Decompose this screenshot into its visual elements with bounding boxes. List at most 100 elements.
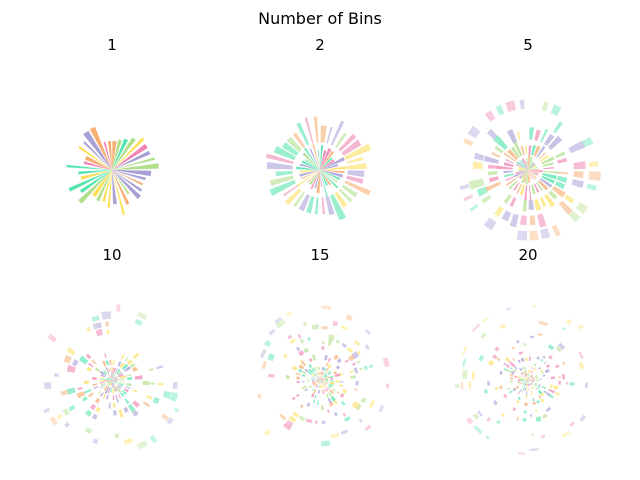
petal-bar xyxy=(354,388,358,391)
petal-bar xyxy=(319,385,320,389)
petal-bar xyxy=(112,137,145,170)
petal-bar xyxy=(330,380,334,382)
petal-bar xyxy=(318,375,320,380)
petal-bar xyxy=(539,378,542,380)
petal-bar xyxy=(320,380,322,385)
petal-bar xyxy=(102,393,107,399)
petal-bar xyxy=(341,184,358,198)
petal-bar xyxy=(525,160,528,170)
petal-bar xyxy=(327,371,332,375)
petal-bar xyxy=(336,391,340,394)
petal-bar xyxy=(468,178,485,190)
petal-bar xyxy=(136,440,148,450)
petal-bar xyxy=(99,392,104,397)
petal-bar xyxy=(523,382,527,386)
petal-bar xyxy=(524,372,527,377)
petal-bar xyxy=(320,385,322,389)
petal-bar xyxy=(127,359,133,365)
petal-bar xyxy=(321,420,326,424)
petal-bar xyxy=(516,416,519,422)
petal-bar xyxy=(549,384,553,389)
petal-bar xyxy=(102,370,107,375)
petal-bar xyxy=(529,374,533,378)
petal-bar xyxy=(527,383,528,387)
petal-bar xyxy=(318,377,320,380)
petal-bar xyxy=(92,383,98,387)
petal-bar xyxy=(551,224,561,237)
petal-bar xyxy=(314,384,318,388)
petal-bar xyxy=(544,194,556,208)
petal-bar xyxy=(325,362,329,367)
petal-bar xyxy=(483,388,488,394)
petal-bar xyxy=(555,364,560,369)
petal-bar xyxy=(323,373,327,377)
petal-bar xyxy=(540,434,546,439)
petal-bar xyxy=(308,385,313,389)
petal-bar xyxy=(91,413,98,420)
petal-bar xyxy=(108,376,112,380)
petal-bar xyxy=(310,393,315,398)
petal-bar xyxy=(122,363,129,370)
petal-bar xyxy=(353,339,361,347)
petal-bar xyxy=(320,376,322,380)
petal-bar xyxy=(529,374,531,377)
petal-bar xyxy=(298,415,306,421)
petal-bar xyxy=(531,379,535,380)
petal-bar xyxy=(112,170,143,192)
petal-bar xyxy=(569,382,575,386)
petal-bar xyxy=(538,395,542,399)
petal-bar xyxy=(535,380,540,382)
petal-bar xyxy=(317,400,319,405)
petal-bar xyxy=(364,328,372,336)
petal-bar xyxy=(112,380,116,384)
petal-bar xyxy=(577,323,585,331)
petal-bar xyxy=(293,132,306,149)
petal-bar xyxy=(512,387,517,392)
petal-bar xyxy=(112,380,115,388)
petal-bar xyxy=(561,326,566,331)
petal-bar xyxy=(532,386,534,389)
petal-bar xyxy=(316,384,319,388)
petal-bar xyxy=(60,389,69,396)
petal-bar xyxy=(520,159,528,170)
petal-bar xyxy=(116,304,121,312)
petal-bar xyxy=(320,170,338,183)
petal-bar xyxy=(528,170,533,179)
petal-bar xyxy=(508,180,518,190)
petal-bar xyxy=(322,341,325,345)
petal-bar xyxy=(299,359,303,363)
petal-bar xyxy=(324,382,328,386)
petal-bar xyxy=(378,405,385,413)
petal-bar xyxy=(112,376,118,380)
petal-bar xyxy=(542,374,546,377)
petal-bar xyxy=(66,387,76,395)
petal-bar xyxy=(316,376,320,380)
petal-bar xyxy=(540,398,545,403)
petal-bar xyxy=(316,380,320,383)
petal-bar xyxy=(510,367,513,370)
petal-bar xyxy=(486,128,498,140)
petal-bar xyxy=(263,428,272,437)
petal-bar xyxy=(528,154,531,170)
panel-5-petals xyxy=(459,99,601,241)
petal-bar xyxy=(569,421,575,427)
petal-bar xyxy=(99,384,106,389)
petal-bar xyxy=(126,383,132,387)
petal-bar xyxy=(289,338,296,345)
petal-bar xyxy=(107,374,112,380)
petal-bar xyxy=(349,370,354,373)
petal-bar xyxy=(318,371,320,375)
petal-bar xyxy=(112,163,159,170)
petal-bar xyxy=(152,396,160,405)
petal-bar xyxy=(261,360,267,370)
petal-bar xyxy=(291,365,298,371)
petal-bar xyxy=(312,376,316,378)
petal-bar xyxy=(117,370,122,375)
petal-bar xyxy=(339,393,345,398)
petal-bar xyxy=(499,385,503,390)
petal-bar xyxy=(533,363,537,367)
petal-bar xyxy=(528,370,530,373)
petal-bar xyxy=(301,380,305,383)
petal-bar xyxy=(325,367,329,372)
petal-bar xyxy=(110,380,112,386)
